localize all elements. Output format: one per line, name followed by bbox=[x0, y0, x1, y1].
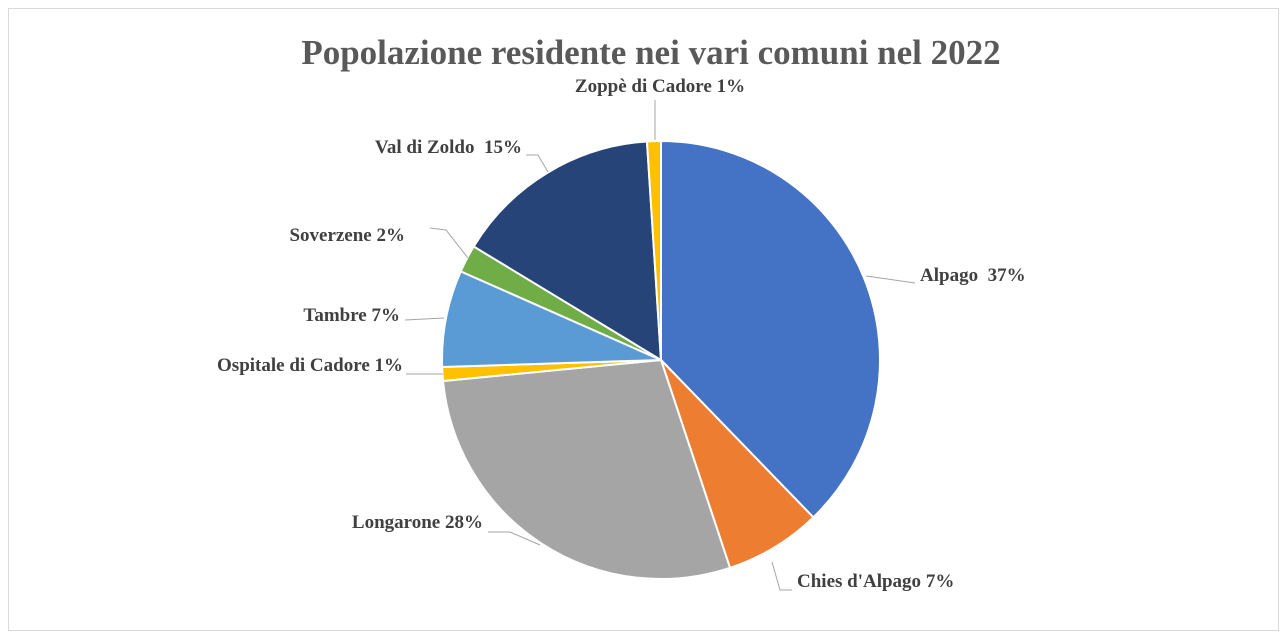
leader-line bbox=[404, 317, 445, 321]
label-value: 1% bbox=[375, 355, 404, 376]
label-value: 7% bbox=[926, 571, 955, 592]
pie-slice bbox=[645, 139, 662, 361]
label-value: 2% bbox=[377, 225, 406, 246]
leader-line bbox=[429, 227, 469, 259]
label-category: Tambre bbox=[303, 305, 366, 326]
data-label: Chies d'Alpago 7% bbox=[797, 571, 954, 592]
label-value: 1% bbox=[717, 76, 746, 97]
data-label: Zoppè di Cadore 1% bbox=[575, 76, 745, 97]
data-label: Longarone 28% bbox=[352, 512, 483, 533]
label-category: Longarone bbox=[352, 512, 440, 533]
data-label: Alpago 37% bbox=[920, 265, 1026, 286]
label-category: Alpago bbox=[920, 265, 978, 286]
data-label: Tambre 7% bbox=[303, 305, 400, 326]
label-category: Chies d'Alpago bbox=[797, 571, 921, 592]
leader-line bbox=[771, 561, 792, 591]
label-category: Val di Zoldo bbox=[375, 137, 475, 158]
leader-line bbox=[865, 275, 916, 284]
data-label: Soverzene 2% bbox=[289, 225, 405, 246]
data-label: Ospitale di Cadore 1% bbox=[217, 355, 403, 376]
leader-line bbox=[526, 154, 549, 173]
label-value: 7% bbox=[372, 305, 401, 326]
pie-slice bbox=[441, 358, 732, 580]
label-category: Ospitale di Cadore bbox=[217, 355, 370, 376]
pie-slice bbox=[660, 139, 881, 519]
leader-line bbox=[488, 531, 541, 546]
pie-slice bbox=[472, 140, 663, 362]
chart-title: Popolazione residente nei vari comuni ne… bbox=[301, 33, 1000, 72]
data-label: Val di Zoldo 15% bbox=[375, 137, 522, 158]
label-value: 28% bbox=[445, 512, 483, 533]
label-value: 15% bbox=[484, 137, 522, 158]
label-value: 37% bbox=[988, 265, 1026, 286]
label-category: Zoppè di Cadore bbox=[575, 76, 712, 97]
label-category: Soverzene bbox=[289, 225, 371, 246]
